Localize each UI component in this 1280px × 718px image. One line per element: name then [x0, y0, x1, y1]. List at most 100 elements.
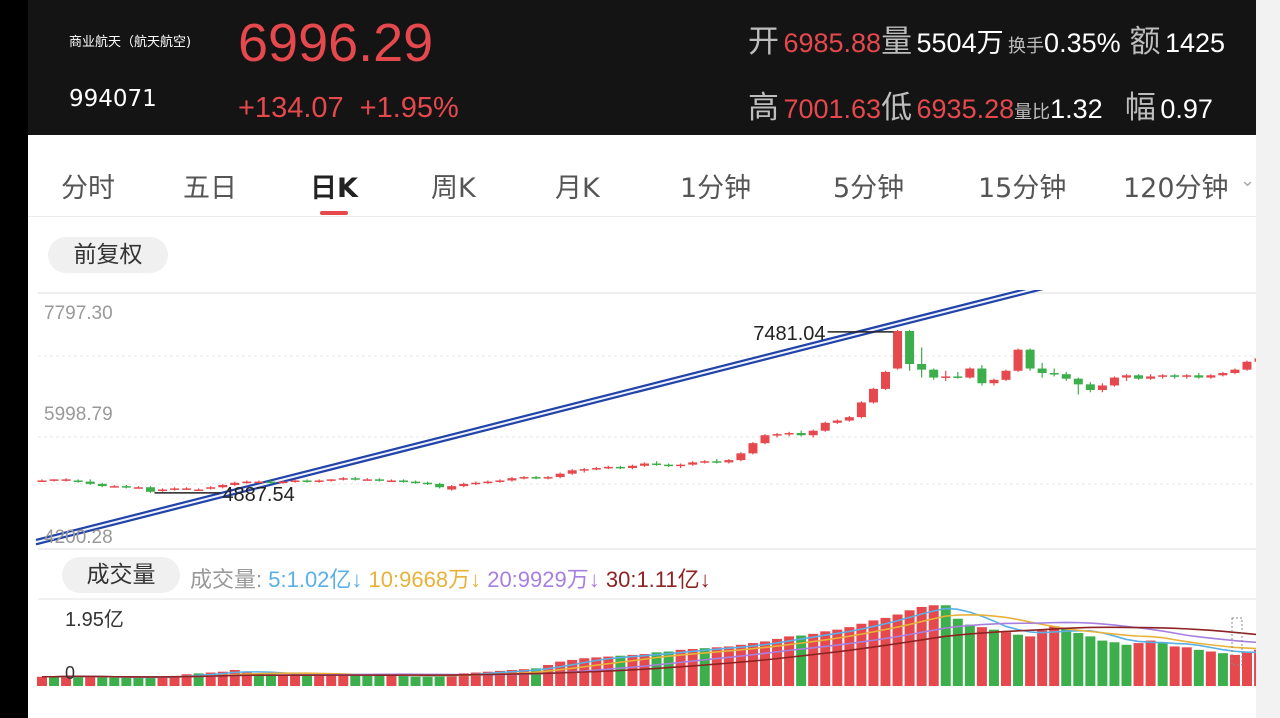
tab-monthly-k[interactable]: 月K	[555, 173, 600, 204]
candle-body	[760, 435, 770, 444]
candle-body	[844, 417, 854, 421]
candle-body	[1013, 349, 1023, 371]
volume-bar	[856, 623, 867, 686]
volume-bar	[699, 648, 710, 686]
candle-body	[218, 484, 228, 488]
candle-body	[471, 482, 481, 485]
candle-body	[73, 480, 83, 482]
volume-bar	[97, 677, 108, 686]
candle-body	[893, 331, 903, 369]
volume-bar	[880, 617, 891, 686]
tab-120min[interactable]: 120分钟	[1123, 173, 1229, 204]
candle-body	[423, 482, 433, 485]
volume-ratio-value: 1.32	[1050, 94, 1103, 124]
volume-indicator-button[interactable]: 成交量	[62, 557, 180, 593]
tab-daily-k[interactable]: 日K	[310, 173, 358, 204]
volume-bar	[531, 668, 542, 686]
low-marker-label: 4887.54	[222, 484, 294, 506]
candle-body	[1254, 358, 1256, 362]
candle-body	[411, 481, 421, 484]
volume-bar	[1001, 632, 1011, 686]
volume-bar	[1205, 651, 1216, 686]
chevron-down-icon[interactable]: ⌄	[1240, 170, 1256, 191]
volume-bar	[1121, 644, 1132, 686]
candle-body	[1146, 376, 1156, 379]
volume-bar	[494, 670, 505, 686]
candle-body	[688, 462, 698, 465]
candle-body	[1085, 384, 1095, 391]
candle-body	[784, 432, 794, 435]
candle-body	[386, 480, 396, 482]
change-value: +134.07	[238, 92, 344, 124]
candle-body	[121, 486, 131, 488]
volume-bar	[543, 664, 554, 686]
tab-five-day[interactable]: 五日	[183, 173, 237, 204]
trend-channel	[35, 290, 1044, 546]
candle-body	[519, 477, 529, 479]
volume-bar	[892, 614, 903, 686]
volume-bar	[1025, 636, 1036, 686]
volume-bar	[446, 674, 457, 686]
volume-bar	[916, 606, 927, 686]
price-change: +134.07 +1.95%	[238, 92, 475, 125]
candle-body	[1242, 361, 1252, 370]
volume-bar	[410, 676, 421, 686]
volume-bar	[772, 638, 783, 686]
amplitude-label: 幅	[1124, 90, 1156, 125]
ma10-line	[42, 613, 1256, 678]
candle-body	[567, 470, 577, 474]
low-value: 6935.28	[916, 94, 1015, 124]
kline-chart[interactable]: 7797.30 5998.79 4200.28 7481.04 4887.54	[28, 290, 1256, 552]
candle-body	[314, 480, 324, 482]
tab-weekly-k[interactable]: 周K	[431, 173, 476, 204]
volume-bar	[1049, 626, 1060, 686]
volume-bar	[1037, 630, 1048, 686]
candle-body	[182, 488, 192, 490]
side-scrollbar[interactable]	[1256, 0, 1280, 718]
volume-bar	[723, 646, 734, 686]
turnover-label: 换手	[1008, 36, 1045, 56]
tab-1min[interactable]: 1分钟	[680, 173, 752, 204]
candle-body	[905, 331, 915, 364]
candle-body	[194, 489, 204, 492]
volume-bar	[1229, 654, 1240, 686]
tab-intraday[interactable]: 分时	[61, 173, 115, 204]
volume-bar	[398, 675, 409, 686]
candle-body	[796, 432, 806, 436]
volume-ma-prefix: 成交量:	[190, 567, 263, 592]
volume-bar	[1073, 633, 1084, 686]
volume-chart[interactable]: 1.95亿 0	[28, 598, 1256, 690]
volume-bar	[928, 605, 939, 686]
candle-body	[1109, 377, 1119, 386]
volume-bar	[145, 676, 156, 686]
tab-5min[interactable]: 5分钟	[833, 173, 905, 204]
candle-body	[1206, 375, 1216, 378]
volume-bar	[205, 672, 216, 686]
volume-bar	[663, 651, 674, 686]
candle-body	[868, 388, 878, 403]
volume-bar	[952, 618, 963, 686]
volume-ma10: 10:9668万↓	[368, 567, 482, 592]
volume-bar	[687, 648, 698, 686]
price-label-min: 4200.28	[44, 527, 113, 548]
low-label: 低	[881, 90, 913, 125]
volume-bar	[37, 676, 47, 686]
channel-upper-line	[35, 290, 1044, 546]
volume-bar	[73, 675, 84, 686]
adjust-mode-button[interactable]: 前复权	[48, 237, 168, 273]
volume-bar	[470, 672, 481, 686]
volume-bar	[434, 675, 445, 686]
open-label: 开	[748, 24, 779, 59]
candle-body	[109, 486, 119, 488]
volume-max-label: 1.95亿	[65, 608, 124, 631]
volume-bar	[49, 676, 60, 686]
volume-ma30: 30:1.11亿↓	[605, 567, 711, 592]
candle-body	[97, 483, 107, 487]
tab-15min[interactable]: 15分钟	[978, 173, 1067, 204]
candle-body	[1037, 368, 1047, 374]
app-window: 商业航天（航天航空) 994071 6996.29 +134.07 +1.95% …	[28, 0, 1256, 718]
volume-bar	[844, 627, 855, 686]
period-tabs: 分时 五日 日K 周K 月K 1分钟 5分钟 15分钟 120分钟 ⌄	[28, 148, 1256, 217]
candle-body	[145, 487, 155, 492]
candle-body	[1049, 373, 1059, 375]
